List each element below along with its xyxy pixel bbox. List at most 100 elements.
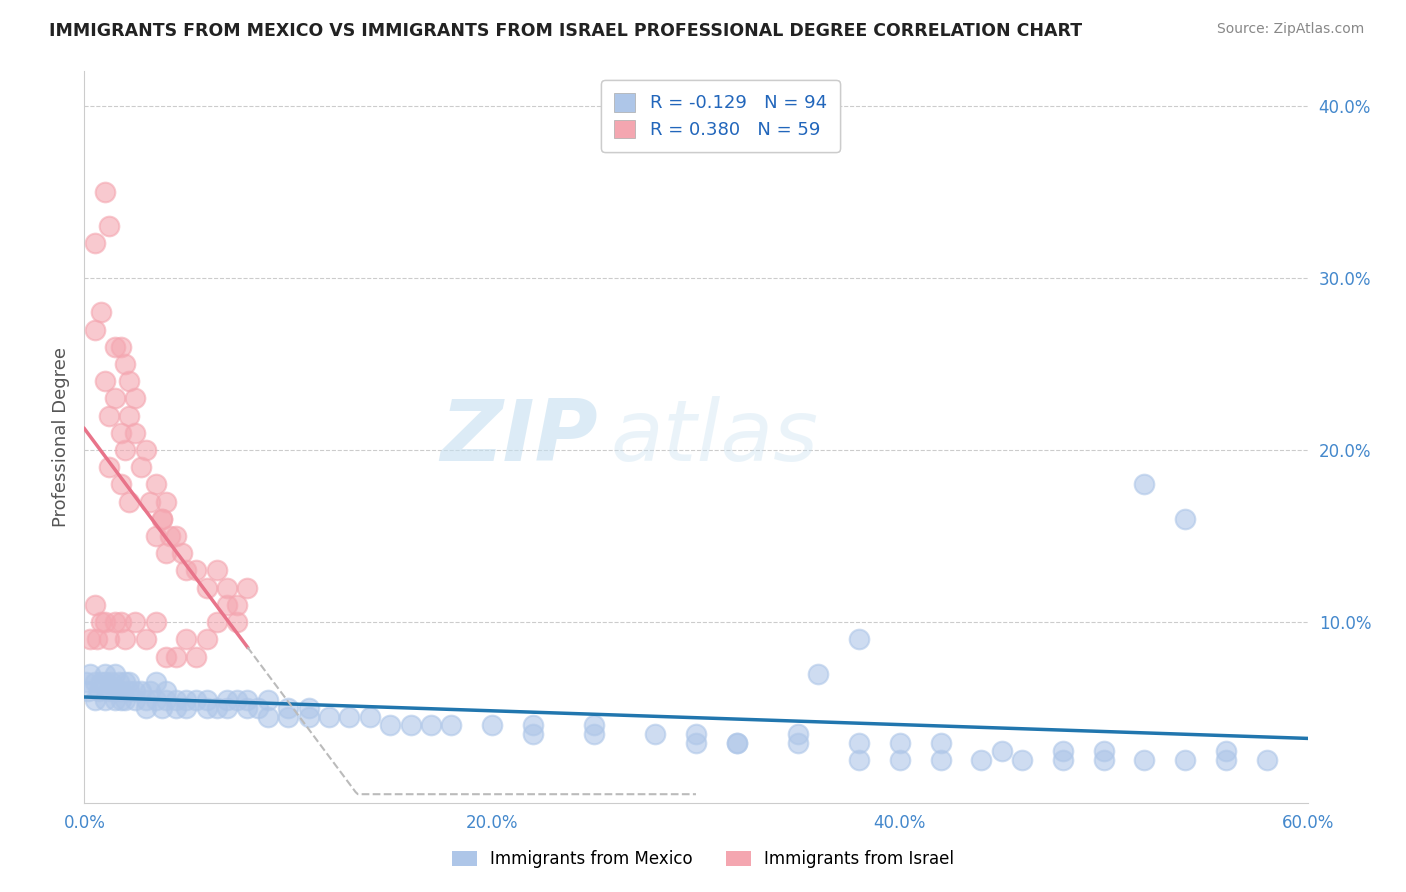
Point [929,753,952,767]
Point [217,701,239,715]
Point [104,340,127,354]
Point [110,615,132,629]
Point [644,727,666,741]
Point [118,684,141,698]
Point [104,684,127,698]
Point [257,710,280,724]
Point [1052,753,1074,767]
Point [277,701,299,715]
Point [145,529,167,543]
Point [165,692,187,706]
Point [848,735,870,749]
Point [124,615,146,629]
Point [104,392,127,406]
Legend: R = -0.129   N = 94, R = 0.380   N = 59: R = -0.129 N = 94, R = 0.380 N = 59 [602,80,839,152]
Point [93,185,115,199]
Point [110,425,132,440]
Point [787,735,810,749]
Point [186,564,208,578]
Point [205,701,228,715]
Point [1174,512,1197,526]
Point [186,649,208,664]
Point [236,692,259,706]
Point [97,219,120,234]
Point [298,701,321,715]
Point [83,692,105,706]
Text: IMMIGRANTS FROM MEXICO VS IMMIGRANTS FROM ISRAEL PROFESSIONAL DEGREE CORRELATION: IMMIGRANTS FROM MEXICO VS IMMIGRANTS FRO… [49,22,1083,40]
Point [159,529,181,543]
Point [217,598,239,612]
Point [583,718,606,732]
Point [87,684,110,698]
Point [79,666,101,681]
Point [848,632,870,647]
Point [118,374,141,388]
Point [135,442,157,457]
Point [165,701,187,715]
Point [174,564,197,578]
Point [172,546,194,560]
Point [889,735,911,749]
Point [440,718,463,732]
Point [131,684,153,698]
Point [522,727,544,741]
Point [104,615,127,629]
Point [118,409,141,423]
Point [217,692,239,706]
Text: Source: ZipAtlas.com: Source: ZipAtlas.com [1216,22,1364,37]
Point [124,425,146,440]
Point [79,632,101,647]
Point [97,460,120,475]
Point [155,684,177,698]
Point [195,632,218,647]
Point [339,710,361,724]
Legend: Immigrants from Mexico, Immigrants from Israel: Immigrants from Mexico, Immigrants from … [446,844,960,875]
Point [124,684,146,698]
Point [114,675,136,690]
Point [86,632,108,647]
Point [93,692,115,706]
Point [186,692,208,706]
Point [1133,477,1156,491]
Point [104,692,127,706]
Point [991,744,1014,758]
Point [110,684,132,698]
Point [165,649,187,664]
Point [174,701,197,715]
Point [970,753,993,767]
Point [277,710,299,724]
Point [848,753,870,767]
Point [685,735,707,749]
Point [97,632,120,647]
Point [318,710,340,724]
Point [1215,744,1237,758]
Point [75,675,97,690]
Point [195,701,218,715]
Point [205,564,228,578]
Point [93,666,115,681]
Point [1092,753,1115,767]
Point [217,581,239,595]
Point [174,632,197,647]
Point [787,727,810,741]
Point [131,460,153,475]
Point [93,374,115,388]
Point [150,512,173,526]
Point [380,718,402,732]
Point [104,666,127,681]
Point [145,675,167,690]
Point [114,632,136,647]
Point [165,529,187,543]
Point [155,546,177,560]
Point [90,675,112,690]
Point [145,615,167,629]
Point [110,477,132,491]
Point [195,692,218,706]
Point [420,718,443,732]
Point [90,305,112,319]
Point [725,735,748,749]
Point [481,718,503,732]
Point [83,236,105,251]
Point [118,675,141,690]
Point [889,753,911,767]
